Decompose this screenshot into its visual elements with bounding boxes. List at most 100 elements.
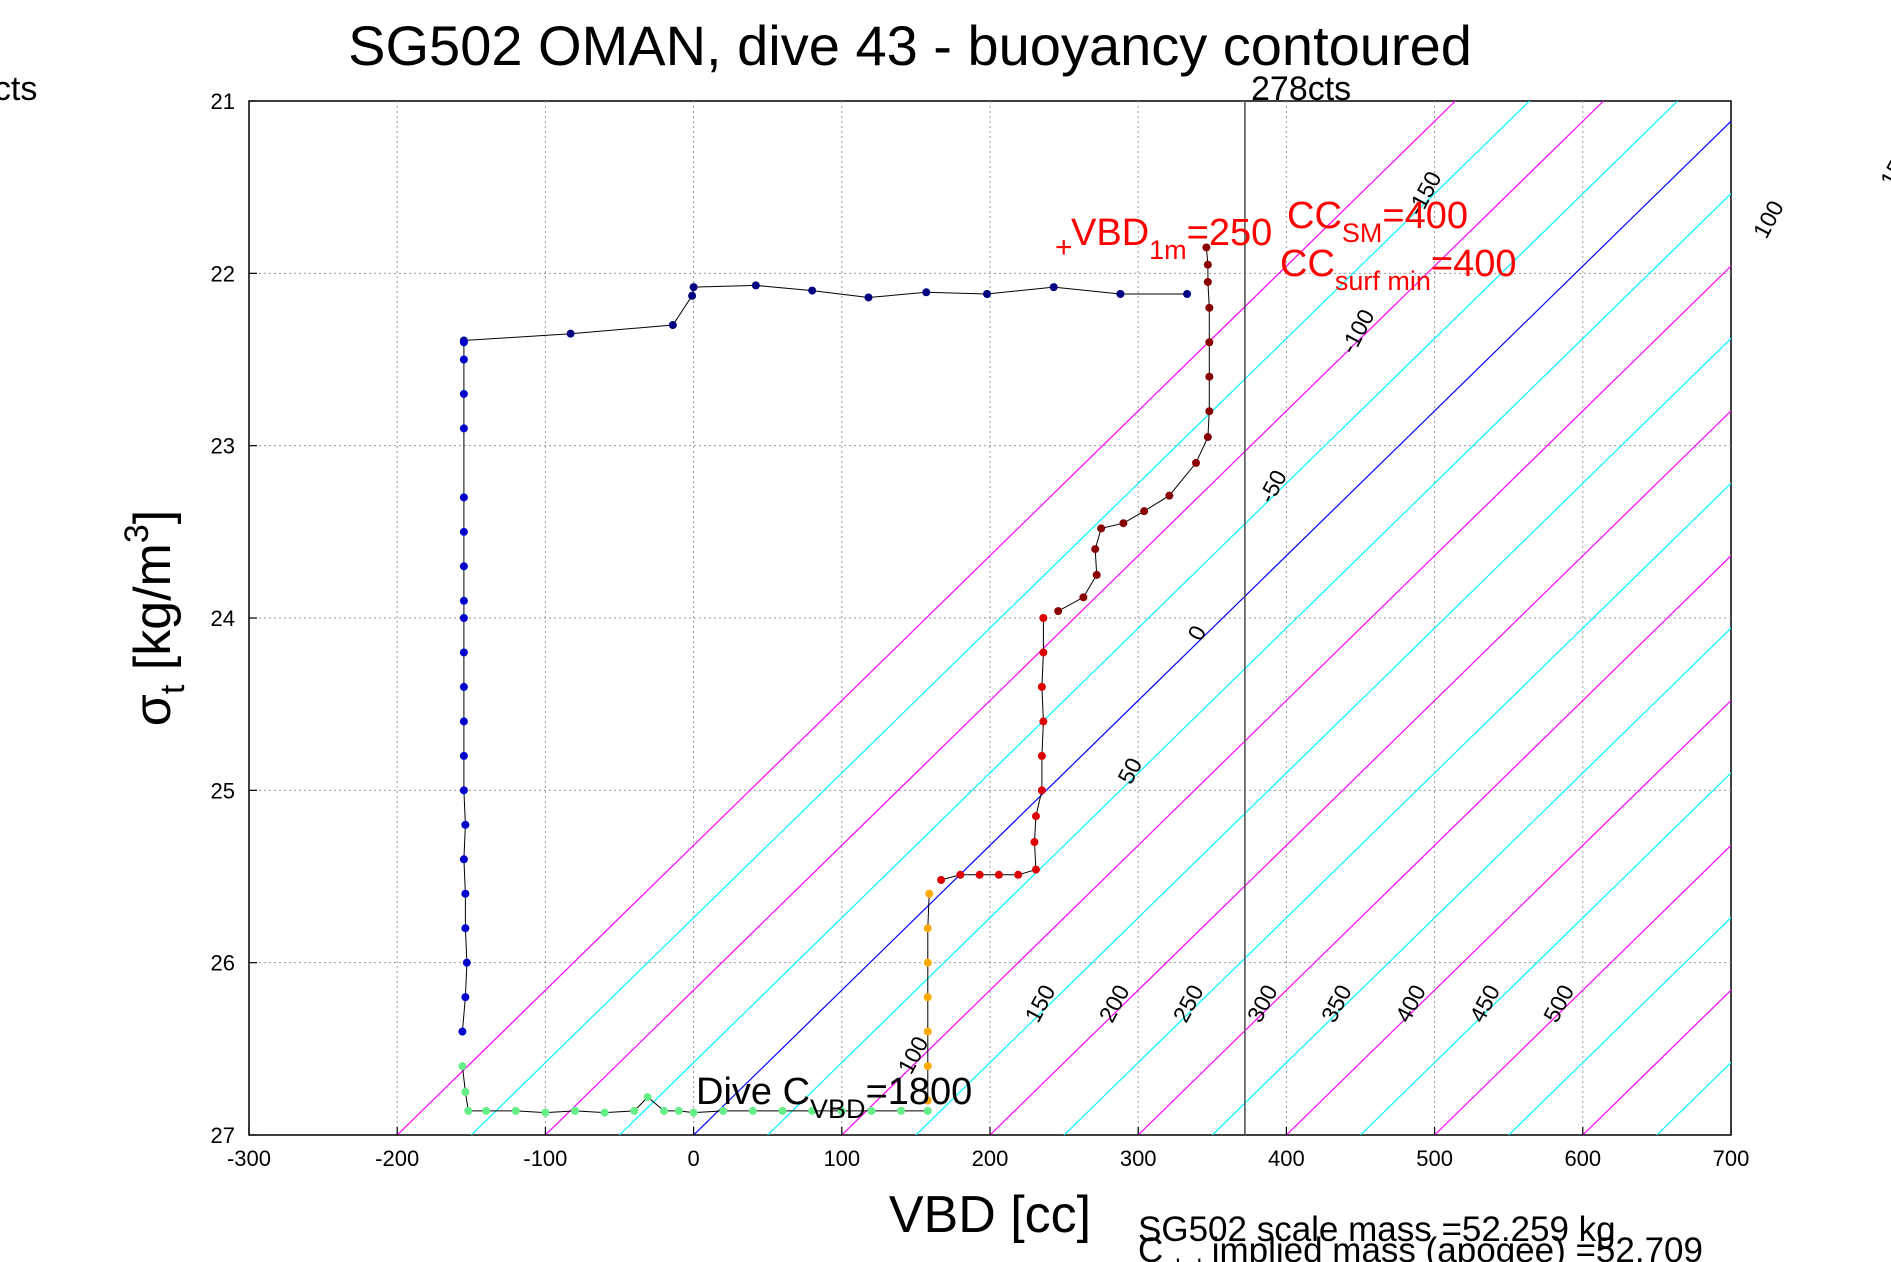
data-point — [1079, 593, 1088, 602]
axis-ticks: -300 -200 -100 0 100 200 300 400 500 600 700 21 22 23… — [211, 89, 1750, 1171]
data-point — [1205, 303, 1214, 312]
x-tick-label: 700 — [1713, 1146, 1750, 1171]
implied-sub: vbd — [1163, 1255, 1202, 1262]
contour-line — [1137, 554, 1731, 1135]
data-point — [459, 682, 468, 691]
data-point — [643, 1093, 652, 1102]
x-tick-label: 100 — [823, 1146, 860, 1171]
contour-line — [693, 120, 1731, 1135]
data-point — [459, 355, 468, 364]
data-point — [600, 1108, 609, 1117]
data-point — [459, 614, 468, 622]
data-point — [837, 1106, 846, 1115]
data-point — [1037, 786, 1046, 795]
contour-line — [1285, 699, 1731, 1135]
y-tick-label: 27 — [211, 1123, 235, 1148]
data-point — [923, 1027, 932, 1036]
data-point — [1039, 648, 1048, 657]
data-point — [1031, 865, 1040, 874]
contour-line — [1508, 916, 1731, 1135]
cc-sm-sub: SM — [1342, 218, 1383, 248]
y-axis-label: σt [kg/m3] — [118, 510, 192, 727]
chart-title: SG502 OMAN, dive 43 - buoyancy contoured — [348, 14, 1472, 77]
dive-c-text: Dive C — [696, 1071, 810, 1113]
data-point — [571, 1106, 580, 1115]
contour-line — [544, 101, 1604, 1135]
contour-line — [1360, 772, 1731, 1135]
data-point — [668, 321, 677, 330]
data-point — [1031, 812, 1040, 821]
vbd-1m-sub: 1m — [1149, 235, 1187, 265]
data-point — [1205, 407, 1214, 416]
data-point — [1091, 545, 1100, 554]
y-axis-label-rest: [kg/m — [124, 543, 182, 685]
contour-line — [1063, 482, 1731, 1135]
contour-line — [1730, 1134, 1731, 1135]
data-point — [459, 338, 468, 347]
cc-surf-sub: surf min — [1335, 266, 1431, 296]
data-point — [1203, 277, 1212, 286]
data-point — [748, 1106, 757, 1115]
contour-label: 100 — [1748, 196, 1789, 242]
data-point — [923, 1096, 932, 1105]
data-point — [459, 493, 468, 502]
vbd-1m-annotation: VBD1m=250 — [1071, 212, 1272, 265]
data-point — [994, 870, 1003, 879]
data-point — [1014, 870, 1023, 879]
data-point — [1039, 614, 1048, 622]
contour-line — [470, 101, 1530, 1135]
data-point — [674, 1106, 683, 1115]
contour-line — [1434, 844, 1731, 1135]
svg-text:σt [kg/m3]: σt [kg/m3] — [118, 510, 192, 727]
data-point — [1039, 717, 1048, 726]
y-axis-label-sub: t — [154, 684, 192, 694]
vbd-1m-text: VBD — [1071, 212, 1149, 254]
vbd-1m-marker: + — [1055, 231, 1073, 264]
data-point — [923, 1062, 932, 1071]
data-point — [459, 751, 468, 760]
data-point — [1203, 433, 1212, 442]
vertical-line-label: 278cts — [1251, 70, 1351, 108]
data-point — [1037, 682, 1046, 691]
contour-line — [915, 337, 1731, 1135]
x-tick-label: -300 — [227, 1146, 271, 1171]
dive-c-value: =1800 — [866, 1071, 973, 1113]
left-cut-label: 0cts — [0, 70, 37, 108]
data-point — [461, 924, 470, 933]
cc-sm-annotation: CCSM=400 — [1287, 195, 1468, 248]
data-point — [541, 1108, 550, 1117]
contour-label: 150 — [1875, 145, 1891, 191]
data-point — [864, 293, 873, 302]
data-point — [922, 288, 931, 297]
data-point — [808, 1106, 817, 1115]
data-point — [808, 286, 817, 295]
data-series — [458, 243, 1214, 1117]
data-point — [1191, 458, 1200, 467]
cc-surf-min-annotation: CCsurf min=400 — [1280, 243, 1517, 296]
data-point — [458, 1062, 467, 1071]
y-tick-label: 22 — [211, 261, 235, 286]
x-tick-label: -200 — [375, 1146, 419, 1171]
contour-line — [989, 410, 1731, 1135]
data-point — [956, 870, 965, 879]
implied-c: C — [1138, 1231, 1163, 1262]
data-point — [719, 1106, 728, 1115]
data-point — [751, 281, 760, 290]
implied-rest: implied mass (apogee) =52.709 — [1202, 1231, 1703, 1262]
dive-c-sub: VBD — [810, 1094, 866, 1124]
x-tick-label: 0 — [687, 1146, 699, 1171]
x-tick-label: 400 — [1268, 1146, 1305, 1171]
contour-line — [1211, 627, 1731, 1135]
grid-lines — [249, 101, 1731, 1135]
x-axis-label: VBD [cc] — [889, 1186, 1091, 1244]
data-point — [689, 283, 698, 292]
data-point — [937, 875, 946, 884]
data-point — [462, 958, 471, 967]
cc-sm-text: CC — [1287, 195, 1342, 237]
data-point — [1203, 260, 1212, 269]
scale-mass-annotation: SG502 scale mass =52.259 kg — [1138, 1210, 1616, 1249]
data-point — [461, 820, 470, 829]
data-point — [1165, 491, 1174, 500]
data-point — [1054, 607, 1063, 616]
